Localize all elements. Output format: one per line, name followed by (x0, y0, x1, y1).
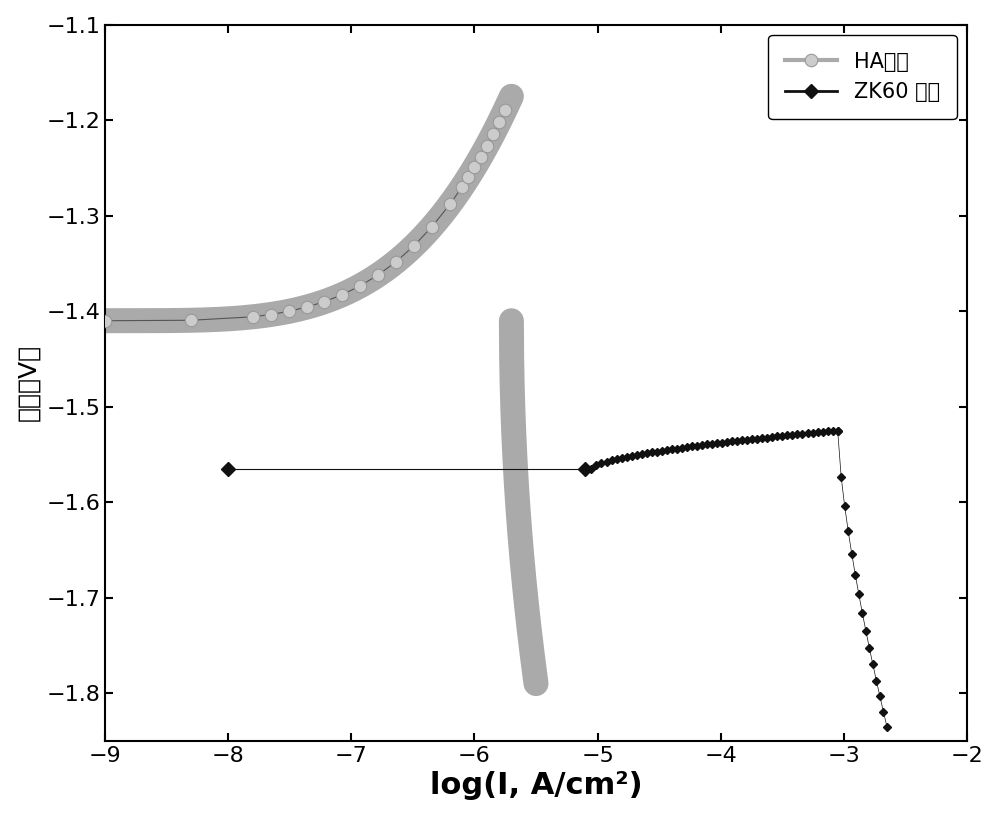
X-axis label: log(I, A/cm²): log(I, A/cm²) (430, 771, 642, 801)
Y-axis label: 电位（V）: 电位（V） (17, 344, 41, 422)
Legend: HA涂层, ZK60 基体: HA涂层, ZK60 基体 (768, 35, 957, 118)
